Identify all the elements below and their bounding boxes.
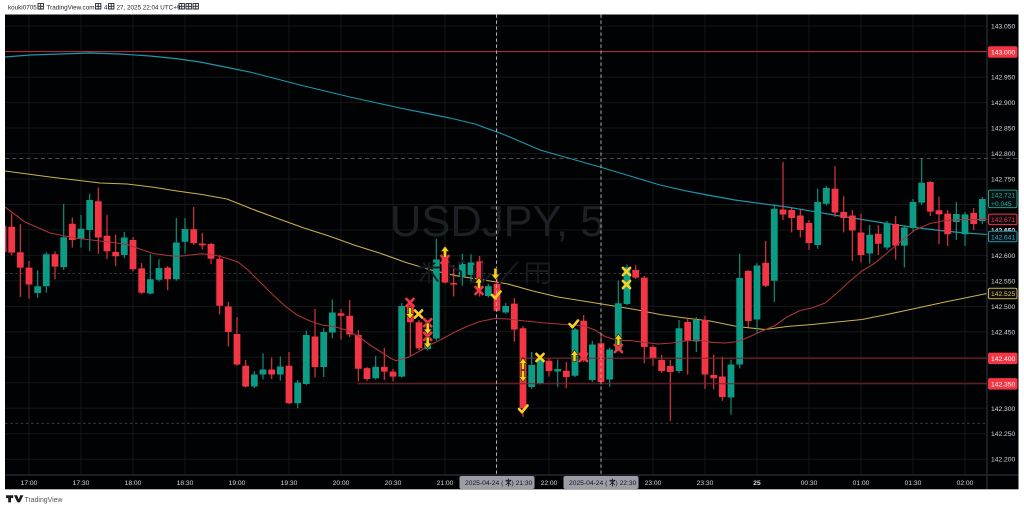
svg-text:17:00: 17:00 <box>21 480 38 487</box>
svg-text:142.671: 142.671 <box>991 217 1015 224</box>
svg-text:142.950: 142.950 <box>991 75 1015 82</box>
svg-text:01:30: 01:30 <box>905 480 922 487</box>
svg-text:142.400: 142.400 <box>991 356 1015 363</box>
svg-text:20:30: 20:30 <box>385 480 402 487</box>
svg-text:) 22:30: ) 22:30 <box>616 480 637 487</box>
svg-text:142.850: 142.850 <box>991 126 1015 133</box>
svg-text:19:00: 19:00 <box>229 480 246 487</box>
svg-text:21:00: 21:00 <box>437 480 454 487</box>
svg-text:142.250: 142.250 <box>991 431 1015 438</box>
svg-text:142.300: 142.300 <box>991 406 1015 413</box>
svg-text:18:30: 18:30 <box>177 480 194 487</box>
svg-text:22:00: 22:00 <box>541 480 558 487</box>
svg-text:142.750: 142.750 <box>991 177 1015 184</box>
svg-text:4: 4 <box>104 4 108 11</box>
svg-text:25: 25 <box>753 480 761 487</box>
svg-text:142.600: 142.600 <box>991 253 1015 260</box>
svg-text:142.721: 142.721 <box>991 193 1015 200</box>
svg-text:18:00: 18:00 <box>125 480 142 487</box>
svg-text:2025-04-24 (: 2025-04-24 ( <box>465 480 504 487</box>
svg-text:142.450: 142.450 <box>991 329 1015 336</box>
svg-text:142.500: 142.500 <box>991 304 1015 311</box>
svg-text:142.800: 142.800 <box>991 151 1015 158</box>
svg-text:143.050: 143.050 <box>991 24 1015 31</box>
svg-text:142.350: 142.350 <box>991 382 1015 389</box>
svg-text:23:30: 23:30 <box>697 480 714 487</box>
svg-text:+0.045: +0.045 <box>991 201 1012 208</box>
svg-text:142.550: 142.550 <box>991 278 1015 285</box>
svg-text:142.525: 142.525 <box>991 291 1015 298</box>
svg-text:143.000: 143.000 <box>991 50 1015 57</box>
svg-text:USDJPY, 5: USDJPY, 5 <box>390 198 604 246</box>
svg-text:00:30: 00:30 <box>801 480 818 487</box>
svg-text:2025-04-24 (: 2025-04-24 ( <box>569 480 608 487</box>
svg-text:27, 2025 22:04 UTC+9: 27, 2025 22:04 UTC+9 <box>117 4 181 11</box>
svg-text:142.900: 142.900 <box>991 100 1015 107</box>
svg-text:02:00: 02:00 <box>957 480 974 487</box>
svg-text:142.200: 142.200 <box>991 457 1015 464</box>
svg-text:20:00: 20:00 <box>333 480 350 487</box>
svg-text:01:00: 01:00 <box>853 480 870 487</box>
svg-text:kouki0705: kouki0705 <box>8 4 37 11</box>
svg-text:TradingView.com: TradingView.com <box>47 4 95 11</box>
svg-text:17:30: 17:30 <box>73 480 90 487</box>
svg-text:19:30: 19:30 <box>281 480 298 487</box>
svg-text:142.641: 142.641 <box>991 234 1015 241</box>
svg-text:) 21:30: ) 21:30 <box>512 480 533 487</box>
svg-text:23:00: 23:00 <box>645 480 662 487</box>
svg-text:TradingView: TradingView <box>25 497 63 504</box>
